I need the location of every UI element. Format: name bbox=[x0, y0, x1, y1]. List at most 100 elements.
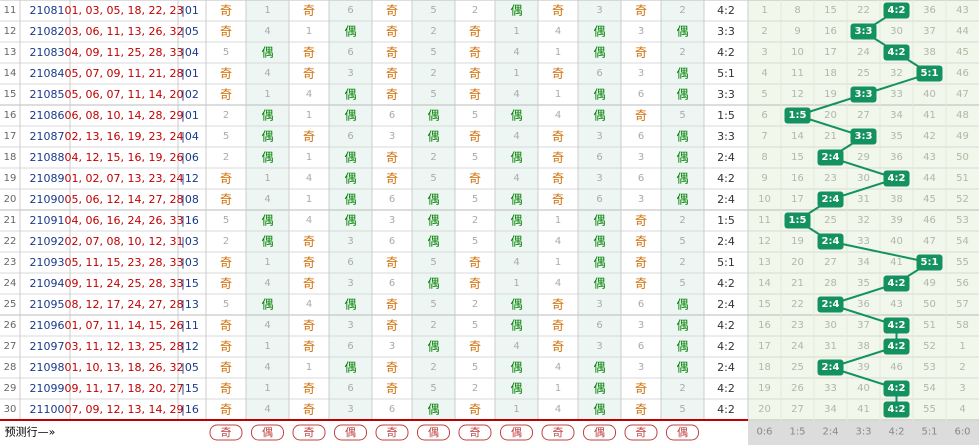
odd-mark: 奇 bbox=[220, 88, 232, 102]
even-mark: 偶 bbox=[676, 88, 688, 102]
miss-count: 4 bbox=[513, 257, 519, 268]
predict-even-button[interactable] bbox=[417, 424, 450, 441]
trend-miss: 37 bbox=[857, 320, 870, 331]
even-mark: 偶 bbox=[427, 277, 439, 291]
trend-miss: 35 bbox=[857, 278, 870, 289]
predict-even-button[interactable] bbox=[500, 424, 533, 441]
trend-miss: 7 bbox=[761, 131, 767, 142]
trend-miss: 33 bbox=[857, 236, 870, 247]
predict-even-label: 偶 bbox=[345, 426, 356, 439]
even-mark: 偶 bbox=[261, 130, 273, 144]
miss-count: 2 bbox=[223, 110, 229, 121]
ratio-value: 4:2 bbox=[717, 277, 735, 290]
trend-point-label: 5:1 bbox=[921, 257, 939, 268]
predict-odd-button[interactable] bbox=[624, 424, 658, 441]
red-balls: 02, 07, 08, 10, 12, 31 bbox=[65, 235, 184, 248]
trend-miss: 30 bbox=[824, 320, 837, 331]
miss-count: 2 bbox=[679, 47, 685, 58]
trend-point bbox=[883, 380, 910, 397]
row-number: 29 bbox=[4, 383, 17, 394]
trend-point-label: 2:4 bbox=[822, 299, 840, 310]
red-balls: 05, 11, 15, 23, 28, 33 bbox=[65, 256, 184, 269]
even-mark: 偶 bbox=[676, 319, 688, 333]
miss-count: 6 bbox=[389, 404, 395, 415]
miss-count: 1 bbox=[555, 89, 561, 100]
issue-number: 21092 bbox=[30, 235, 65, 248]
predict-odd-button[interactable] bbox=[209, 424, 243, 441]
miss-count: 6 bbox=[596, 320, 602, 331]
even-mark: 偶 bbox=[676, 25, 688, 39]
trend-miss: 52 bbox=[956, 194, 969, 205]
odd-mark: 奇 bbox=[552, 4, 564, 18]
odd-mark: 奇 bbox=[552, 151, 564, 165]
predict-odd-label: 奇 bbox=[470, 426, 481, 439]
trend-miss: 9 bbox=[761, 173, 767, 184]
trend-miss: 47 bbox=[923, 236, 936, 247]
red-balls: 01, 07, 11, 14, 15, 26 bbox=[65, 319, 184, 332]
predict-even-button[interactable] bbox=[583, 424, 616, 441]
odd-mark: 奇 bbox=[635, 109, 647, 123]
miss-count: 4 bbox=[264, 194, 270, 205]
trend-miss: 8 bbox=[761, 152, 767, 163]
trend-miss: 55 bbox=[956, 257, 969, 268]
trend-miss: 49 bbox=[923, 278, 936, 289]
predict-odd-button[interactable] bbox=[541, 424, 575, 441]
odd-mark: 奇 bbox=[552, 172, 564, 186]
trend-point bbox=[784, 107, 811, 124]
odd-mark: 奇 bbox=[303, 403, 315, 417]
row-number: 20 bbox=[4, 194, 17, 205]
predict-even-button[interactable] bbox=[334, 424, 367, 441]
odd-mark: 奇 bbox=[220, 4, 232, 18]
trend-miss: 21 bbox=[791, 278, 804, 289]
issue-number: 21084 bbox=[30, 67, 65, 80]
trend-miss: 27 bbox=[791, 404, 804, 415]
odd-mark: 奇 bbox=[469, 277, 481, 291]
odd-mark: 奇 bbox=[220, 256, 232, 270]
miss-count: 1 bbox=[555, 47, 561, 58]
blue-ball: |05 bbox=[181, 25, 199, 38]
trend-miss: 15 bbox=[824, 5, 837, 16]
trend-miss: 46 bbox=[890, 362, 903, 373]
trend-miss: 26 bbox=[791, 383, 804, 394]
blue-ball: |15 bbox=[181, 277, 199, 290]
miss-count: 4 bbox=[306, 299, 312, 310]
issue-number: 21094 bbox=[30, 277, 65, 290]
predict-odd-button[interactable] bbox=[375, 424, 409, 441]
issue-number: 21081 bbox=[30, 4, 65, 17]
trend-miss: 52 bbox=[923, 341, 936, 352]
even-mark: 偶 bbox=[344, 298, 356, 312]
predict-odd-button[interactable] bbox=[458, 424, 492, 441]
miss-count: 1 bbox=[264, 341, 270, 352]
trend-miss: 17 bbox=[791, 194, 804, 205]
even-mark: 偶 bbox=[593, 256, 605, 270]
predict-even-button[interactable] bbox=[666, 424, 699, 441]
trend-point-label: 4:2 bbox=[888, 383, 906, 394]
odd-mark: 奇 bbox=[386, 151, 398, 165]
trend-miss: 22 bbox=[857, 5, 870, 16]
odd-mark: 奇 bbox=[469, 46, 481, 60]
row-number: 26 bbox=[4, 320, 17, 331]
odd-mark: 奇 bbox=[635, 256, 647, 270]
trend-miss: 25 bbox=[791, 362, 804, 373]
even-mark: 偶 bbox=[593, 403, 605, 417]
miss-count: 5 bbox=[472, 194, 478, 205]
miss-count: 3 bbox=[638, 320, 644, 331]
row-number: 11 bbox=[4, 5, 17, 16]
odd-mark: 奇 bbox=[552, 340, 564, 354]
trend-point-label: 4:2 bbox=[888, 341, 906, 352]
predict-even-label: 偶 bbox=[428, 426, 439, 439]
predict-even-button[interactable] bbox=[251, 424, 284, 441]
trend-miss: 50 bbox=[956, 152, 969, 163]
row-number: 13 bbox=[4, 47, 17, 58]
miss-count: 4 bbox=[555, 26, 561, 37]
miss-count: 5 bbox=[472, 110, 478, 121]
miss-count: 5 bbox=[430, 5, 436, 16]
miss-count: 2 bbox=[472, 215, 478, 226]
predict-odd-button[interactable] bbox=[292, 424, 326, 441]
trend-miss: 15 bbox=[791, 152, 804, 163]
even-mark: 偶 bbox=[676, 193, 688, 207]
trend-miss: 47 bbox=[956, 89, 969, 100]
miss-count: 3 bbox=[596, 131, 602, 142]
trend-miss: 43 bbox=[890, 299, 903, 310]
miss-count: 1 bbox=[513, 404, 519, 415]
